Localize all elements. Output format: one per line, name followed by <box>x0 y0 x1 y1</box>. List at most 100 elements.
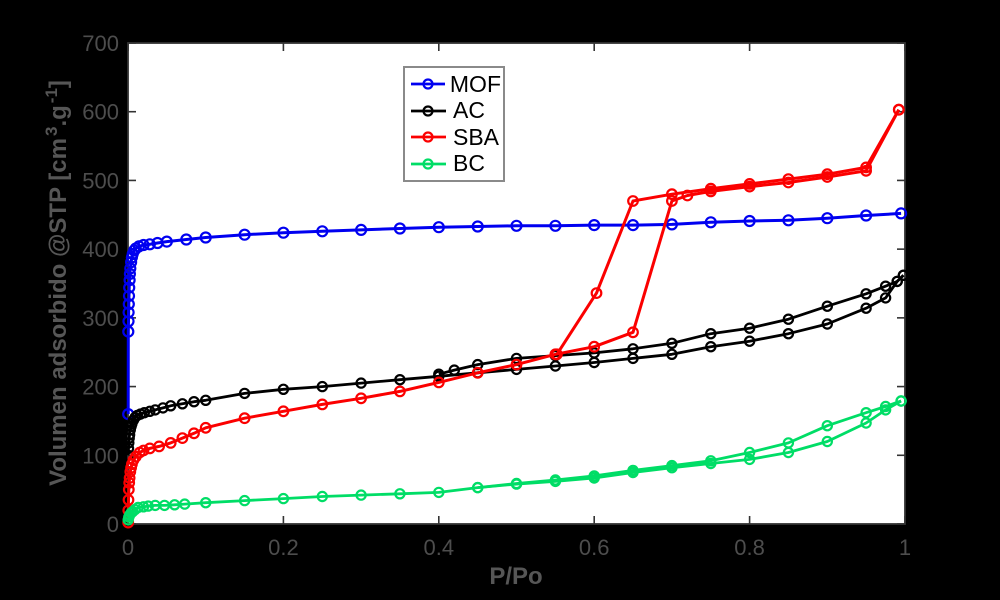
marker-bc <box>705 455 717 467</box>
marker-bc <box>860 407 872 419</box>
marker-ac <box>891 275 903 288</box>
marker-ac <box>144 405 156 417</box>
marker-mof <box>122 289 136 302</box>
marker-sba <box>704 182 717 195</box>
marker-ac <box>448 364 460 376</box>
legend-line-icon <box>411 78 445 90</box>
legend-line-icon <box>411 158 446 170</box>
x-tick-label: 0 <box>122 535 134 560</box>
marker-mof <box>316 225 329 238</box>
marker-sba <box>176 432 189 445</box>
marker-bc <box>895 395 907 407</box>
marker-mof <box>782 214 795 227</box>
marker-sba <box>122 483 135 496</box>
x-tick-label: 1 <box>899 535 911 560</box>
legend-item-mof: MOF <box>410 72 501 96</box>
x-tick-label: 0.8 <box>734 535 765 560</box>
marker-ac <box>666 337 678 349</box>
marker-ac <box>316 380 328 393</box>
marker-mof <box>124 262 137 275</box>
marker-sba <box>137 444 150 457</box>
marker-bc <box>821 435 834 448</box>
legend: MOF AC SBA BC <box>403 66 505 182</box>
marker-mof <box>277 226 290 239</box>
marker-bc <box>472 481 484 494</box>
marker-bc <box>137 501 150 513</box>
legend-label: AC <box>453 97 485 124</box>
marker-ac <box>238 387 251 400</box>
marker-mof <box>160 235 173 248</box>
marker-bc <box>782 437 795 449</box>
marker-sba <box>277 405 290 418</box>
marker-ac <box>176 398 189 410</box>
marker-sba <box>199 421 212 434</box>
marker-mof <box>238 228 251 241</box>
marker-sba <box>432 376 445 389</box>
marker-mof <box>510 219 523 232</box>
marker-sba <box>627 326 639 339</box>
legend-line-icon <box>411 105 446 117</box>
marker-sba <box>666 195 678 207</box>
marker-bc <box>355 489 367 501</box>
marker-sba <box>666 188 678 201</box>
marker-ac <box>549 360 562 372</box>
legend-line-icon <box>411 131 446 143</box>
marker-sba <box>627 195 639 207</box>
marker-mof <box>626 219 640 232</box>
marker-ac <box>627 343 639 355</box>
marker-bc <box>238 494 251 507</box>
marker-mof <box>743 214 756 228</box>
marker-bc <box>879 400 892 413</box>
marker-ac <box>782 313 795 325</box>
y-tick-label: 100 <box>82 443 119 468</box>
y-tick-label: 500 <box>82 168 119 193</box>
series-line-sba-adsorption <box>126 108 901 523</box>
marker-mof <box>180 233 193 246</box>
marker-sba <box>821 168 834 181</box>
marker-bc <box>549 474 562 486</box>
marker-mof <box>123 274 136 287</box>
marker-sba <box>782 173 795 186</box>
marker-mof <box>122 306 135 319</box>
marker-mof <box>821 212 834 225</box>
marker-bc <box>142 500 154 512</box>
marker-ac <box>879 292 892 304</box>
series-line-ac-desorption <box>438 274 905 376</box>
marker-sba <box>551 348 563 361</box>
marker-ac <box>860 302 872 314</box>
marker-mof <box>123 267 136 280</box>
marker-sba <box>188 427 200 440</box>
marker-ac <box>821 300 834 312</box>
marker-sba <box>153 440 166 453</box>
marker-mof <box>471 220 484 233</box>
legend-item-bc: BC <box>410 152 501 176</box>
plot-area <box>127 42 906 525</box>
marker-ac <box>860 288 872 300</box>
marker-sba <box>394 385 406 398</box>
marker-sba <box>588 340 601 353</box>
marker-mof <box>123 281 136 294</box>
y-tick-label: 0 <box>107 512 119 537</box>
marker-mof <box>125 256 138 269</box>
marker-bc <box>433 486 445 499</box>
marker-ac <box>277 383 290 395</box>
legend-label: MOF <box>449 70 501 97</box>
y-tick-label: 600 <box>82 100 119 125</box>
marker-sba <box>355 392 368 405</box>
x-tick-label: 0.6 <box>579 535 610 560</box>
series-line-bc-desorption <box>477 399 902 489</box>
legend-item-ac: AC <box>410 99 501 123</box>
legend-label: BC <box>453 150 485 177</box>
marker-mof <box>143 238 156 251</box>
marker-bc <box>743 446 756 459</box>
marker-ac <box>705 341 717 353</box>
marker-mof <box>393 222 406 235</box>
marker-bc <box>178 498 191 510</box>
x-tick-label: 0.2 <box>268 535 299 560</box>
marker-ac <box>394 374 406 386</box>
x-tick-label: 0.4 <box>424 535 455 560</box>
marker-ac <box>433 368 445 380</box>
legend-label: SBA <box>453 123 500 150</box>
marker-ac <box>138 407 150 419</box>
marker-bc <box>627 464 639 477</box>
